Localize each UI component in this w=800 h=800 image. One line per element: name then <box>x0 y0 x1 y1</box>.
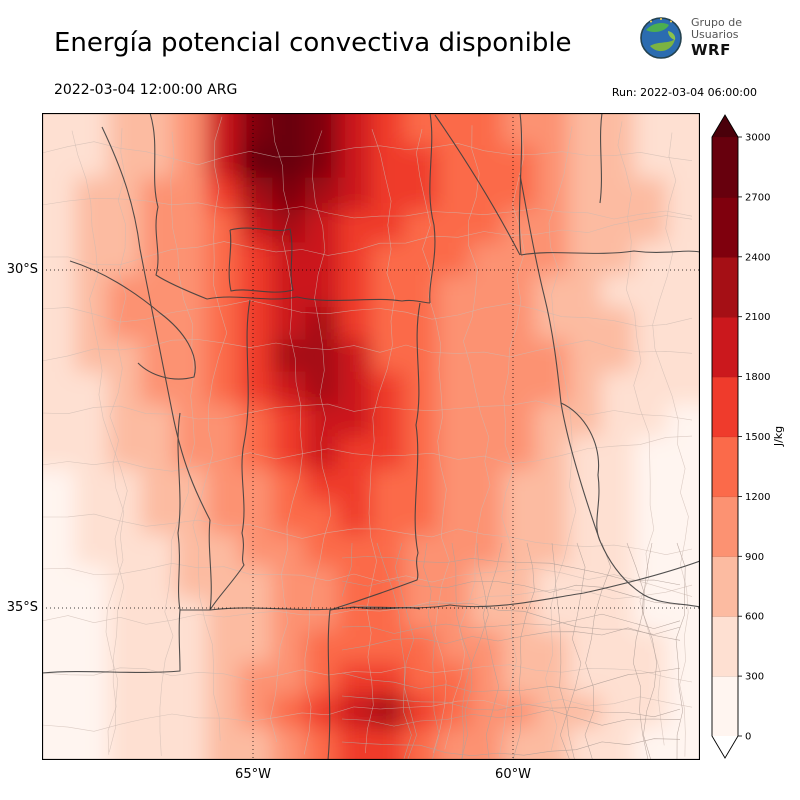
department-boundaries <box>42 116 693 757</box>
logo: Grupo de Usuarios WRF <box>638 15 742 61</box>
colorbar-tick-label: 1200 <box>745 492 770 503</box>
cape-field <box>42 113 700 760</box>
colorbar-tick-label: 3000 <box>745 133 770 144</box>
graticule <box>42 113 700 760</box>
colorbar-tick-label: 2100 <box>745 312 770 323</box>
colorbar-tick-label: 600 <box>745 612 764 623</box>
logo-text-line2: Usuarios <box>691 28 739 42</box>
y-axis-label-35s: 35°S <box>6 600 38 615</box>
colorbar-tick-label: 1800 <box>745 372 770 383</box>
department-boundaries-dense <box>342 542 686 760</box>
y-axis-label-30s: 30°S <box>6 262 38 277</box>
colorbar-unit-label: J/kg <box>772 426 785 447</box>
valid-time-label: 2022-03-04 12:00:00 ARG <box>54 82 238 98</box>
colorbar-tick-label: 2400 <box>745 252 770 263</box>
colorbar-tick-label: 900 <box>745 552 764 563</box>
colorbar-tick-label: 300 <box>745 672 764 683</box>
colorbar-tick-label: 0 <box>745 732 751 743</box>
map-frame <box>41 112 701 761</box>
x-axis-label-60w: 60°W <box>495 767 531 782</box>
page-title: Energía potencial convectiva disponible <box>54 28 572 58</box>
colorbar-tick-label: 2700 <box>745 192 770 203</box>
logo-text-wrf: WRF <box>691 41 731 60</box>
x-axis-label-65w: 65°W <box>235 767 271 782</box>
province-boundaries <box>42 113 700 760</box>
globe-logo-icon <box>640 17 682 59</box>
colorbar-tick-label: 1500 <box>745 432 770 443</box>
colorbar: 0 300 600 900 1200 1500 1800 2100 2400 2700 3000 J/… <box>708 113 798 764</box>
logo-text-line1: Grupo de <box>691 15 742 29</box>
run-time-label: Run: 2022-03-04 06:00:00 <box>611 86 757 99</box>
map-plot <box>41 112 701 761</box>
